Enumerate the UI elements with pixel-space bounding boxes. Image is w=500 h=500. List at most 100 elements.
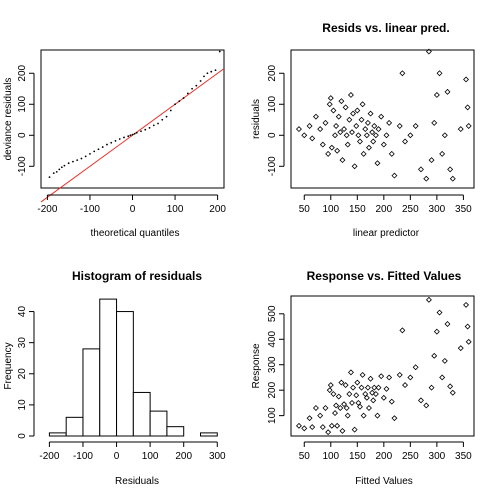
resid-point [317, 126, 324, 133]
fitted-point [423, 402, 430, 409]
fitted-point [412, 364, 419, 371]
resid-point [350, 110, 357, 117]
fitted-y-tick-label: 100 [267, 407, 278, 424]
resid-title: Resids vs. linear pred. [322, 21, 449, 35]
fitted-point [431, 352, 438, 359]
fitted-x-tick-label: 100 [322, 451, 339, 462]
resid-points [295, 48, 472, 182]
fitted-point [327, 382, 334, 389]
qq-point [186, 92, 189, 95]
qq-point [203, 75, 205, 78]
fitted-point [312, 405, 319, 411]
fitted-point [351, 426, 358, 433]
qq-point [97, 148, 100, 151]
fitted-point [374, 412, 381, 419]
qq-point [52, 172, 55, 175]
fitted-point [396, 371, 403, 378]
qq-point [206, 72, 209, 75]
resid-point [344, 141, 351, 148]
histogram-bar [199, 432, 218, 437]
histogram-x-tick-label: 100 [142, 451, 159, 462]
resid-point [356, 138, 363, 145]
qq-y-axis-label: deviance residuals [3, 78, 14, 161]
fitted-point [364, 384, 371, 391]
fitted-point [332, 410, 338, 417]
fitted-point [335, 393, 342, 400]
resid-point [457, 126, 464, 133]
qq-point [133, 132, 136, 135]
resid-x-tick-label: 350 [455, 204, 472, 215]
fitted-point [306, 415, 313, 422]
resid-point [325, 150, 332, 157]
fitted-point [354, 379, 361, 386]
histogram-bar [116, 311, 134, 437]
resid-point [322, 119, 329, 126]
resid-point [369, 129, 376, 136]
fitted-y-tick-label: 400 [267, 330, 278, 347]
fitted-point [464, 323, 471, 330]
fitted-point [402, 382, 409, 389]
resid-point [362, 126, 369, 133]
fitted-point [343, 405, 350, 411]
fitted-point [346, 391, 353, 397]
qq-points [48, 50, 221, 179]
qq-point [199, 80, 202, 82]
resid-point [301, 132, 308, 139]
resid-plot-frame [290, 49, 475, 189]
fitted-panel: Response vs. Fitted Values 50 100 150 200 25… [251, 269, 475, 487]
fitted-title: Response vs. Fitted Values [307, 269, 462, 283]
fitted-point [362, 391, 369, 397]
resid-point [425, 48, 432, 55]
resid-point [386, 119, 393, 126]
fitted-point [370, 397, 377, 404]
resid-point [327, 95, 334, 102]
qq-panel: -200 -100 0 100 200 -100 0 100 200 theoretical … [3, 49, 226, 239]
fitted-point [425, 296, 432, 303]
qq-point [144, 128, 147, 131]
histogram-bar [149, 410, 168, 437]
qq-point [60, 166, 63, 169]
resid-y-tick-label: 0 [267, 132, 278, 138]
qq-point [118, 138, 121, 140]
resid-y-axis: -100 0 100 200 [267, 64, 285, 176]
qq-point [129, 134, 132, 137]
fitted-point [383, 385, 390, 392]
resid-y-tick-label: -100 [267, 156, 278, 176]
qq-point [218, 50, 221, 53]
fitted-x-tick-label: 250 [402, 451, 419, 462]
qq-point [165, 115, 168, 118]
resid-point [334, 147, 341, 154]
resid-point [349, 129, 355, 136]
resid-point [423, 175, 430, 182]
resid-point [439, 150, 446, 157]
resid-point [328, 144, 335, 151]
qq-y-axis: -100 0 100 200 [17, 64, 35, 176]
qq-point [161, 118, 164, 121]
qq-point [214, 69, 217, 72]
resid-point [309, 135, 316, 142]
resid-point [358, 116, 365, 123]
qq-x-tick-label: 100 [167, 204, 184, 215]
resid-y-tick-label: 100 [267, 95, 278, 112]
fitted-point [319, 424, 326, 431]
fitted-point [433, 328, 440, 335]
histogram-bar [82, 348, 101, 437]
qq-point [169, 109, 172, 112]
qq-point [76, 159, 79, 161]
qq-point [123, 136, 125, 139]
fitted-point [372, 391, 379, 397]
fitted-point [386, 374, 393, 381]
qq-point [131, 133, 134, 136]
qq-point [114, 139, 117, 142]
fitted-point [447, 383, 454, 390]
histogram-bar [132, 391, 151, 437]
fitted-point [325, 429, 332, 436]
resid-point [335, 113, 342, 120]
qq-x-tick-label: 200 [209, 204, 226, 215]
resid-point [338, 98, 345, 105]
qq-point [93, 150, 96, 153]
fitted-point [367, 375, 374, 382]
resid-point [428, 157, 435, 164]
fitted-x-tick-label: 300 [429, 451, 446, 462]
fitted-point [360, 412, 367, 419]
